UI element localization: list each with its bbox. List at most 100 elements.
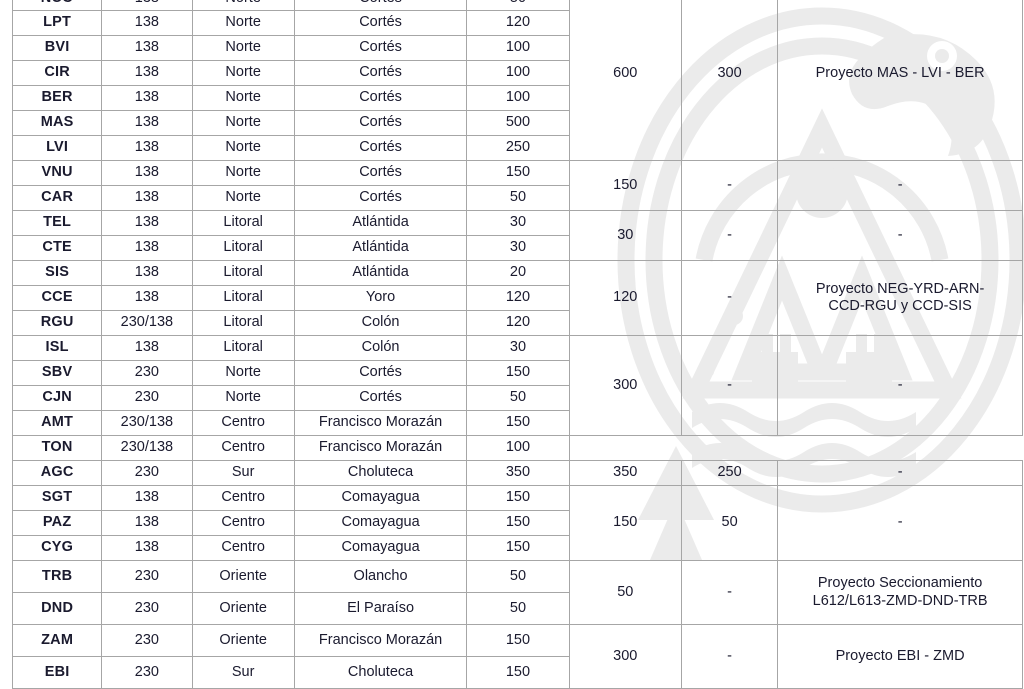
cell-group-total: 600 <box>568 0 682 161</box>
cell-department: Cortés <box>293 385 468 411</box>
cell-value: 50 <box>466 0 570 11</box>
cell-value: 50 <box>466 385 570 411</box>
cell-value: 120 <box>466 10 570 36</box>
cell-group-extra: - <box>680 260 779 336</box>
cell-code: CIR <box>11 60 103 86</box>
cell-voltage: 230 <box>101 460 193 486</box>
cell-voltage: 138 <box>101 335 193 361</box>
project-line-2: CCD-RGU y CCD-SIS <box>828 298 972 314</box>
cell-region: Centro <box>191 510 295 536</box>
table-row[interactable]: NCO 138 Norte Cortés 50 600 300 Proyecto… <box>11 0 1023 161</box>
cell-voltage: 230 <box>101 656 193 689</box>
cell-department: Atlántida <box>293 210 468 236</box>
table-row[interactable]: VNU 138 Norte Cortés 150 150 - - <box>11 160 1023 211</box>
cell-voltage: 138 <box>101 235 193 261</box>
cell-value: 150 <box>466 535 570 561</box>
cell-value: 150 <box>466 360 570 386</box>
cell-department: Colón <box>293 335 468 361</box>
table-row[interactable]: ISL 138 Litoral Colón 30 300 - - <box>11 335 1023 436</box>
cell-region: Norte <box>191 60 295 86</box>
cell-voltage: 230 <box>101 385 193 411</box>
cell-group-extra: - <box>680 335 779 436</box>
cell-department: Cortés <box>293 110 468 136</box>
table-row[interactable]: SGT 138 Centro Comayagua 150 150 50 - <box>11 485 1023 561</box>
cell-department: El Paraíso <box>293 592 468 625</box>
table-row[interactable]: AMT 230/138 Centro Francisco Morazán 150 <box>11 410 1023 436</box>
table-row[interactable]: TEL 138 Litoral Atlántida 30 30 - - <box>11 210 1023 261</box>
cell-region: Norte <box>191 110 295 136</box>
cell-department: Atlántida <box>293 235 468 261</box>
table-row[interactable]: TON 230/138 Centro Francisco Morazán 100 <box>11 435 1023 461</box>
cell-group-extra: 300 <box>680 0 779 161</box>
cell-department: Cortés <box>293 160 468 186</box>
cell-code: ZAM <box>11 624 103 657</box>
cell-group-extra: - <box>680 624 779 689</box>
table-row[interactable]: AGC 230 Sur Choluteca 350 350 250 - <box>11 460 1023 486</box>
cell-code: CJN <box>11 385 103 411</box>
cell-code: TON <box>11 435 103 461</box>
cell-code: TRB <box>11 560 103 593</box>
cell-department: Comayagua <box>293 535 468 561</box>
cell-value: 120 <box>466 310 570 336</box>
cell-code: BER <box>11 85 103 111</box>
cell-code: PAZ <box>11 510 103 536</box>
cell-code: CAR <box>11 185 103 211</box>
cell-region: Litoral <box>191 210 295 236</box>
cell-code: DND <box>11 592 103 625</box>
cell-region: Oriente <box>191 592 295 625</box>
spreadsheet-table-region: NCO 138 Norte Cortés 50 600 300 Proyecto… <box>11 0 1023 689</box>
cell-region: Centro <box>191 435 295 461</box>
cell-region: Litoral <box>191 310 295 336</box>
cell-code: CCE <box>11 285 103 311</box>
table-row[interactable]: MAS 138 Norte Cortés 500 <box>11 110 1023 136</box>
cell-region: Sur <box>191 460 295 486</box>
cell-region: Centro <box>191 485 295 511</box>
cell-voltage: 138 <box>101 60 193 86</box>
cell-code: AGC <box>11 460 103 486</box>
table-row[interactable]: TRB 230 Oriente Olancho 50 50 - Proyecto… <box>11 560 1023 625</box>
cell-region: Centro <box>191 410 295 436</box>
table-row[interactable]: LVI 138 Norte Cortés 250 <box>11 135 1023 161</box>
cell-voltage: 138 <box>101 160 193 186</box>
cell-region: Norte <box>191 85 295 111</box>
cell-department: Atlántida <box>293 260 468 286</box>
cell-group-total: 120 <box>568 260 682 336</box>
cell-region: Norte <box>191 385 295 411</box>
table-body: NCO 138 Norte Cortés 50 600 300 Proyecto… <box>11 0 1023 689</box>
cell-voltage: 138 <box>101 85 193 111</box>
cell-code: EBI <box>11 656 103 689</box>
cell-department: Cortés <box>293 85 468 111</box>
table-row[interactable]: ZAM 230 Oriente Francisco Morazán 150 30… <box>11 624 1023 689</box>
cell-project: - <box>777 160 1023 211</box>
cell-voltage: 230 <box>101 360 193 386</box>
cell-value: 150 <box>466 485 570 511</box>
cell-project: - <box>777 335 1023 436</box>
cell-department: Colón <box>293 310 468 336</box>
cell-value: 50 <box>466 185 570 211</box>
cell-value: 50 <box>466 560 570 593</box>
cell-voltage: 138 <box>101 285 193 311</box>
cell-group-total: 30 <box>568 210 682 261</box>
cell-group-total: 50 <box>568 560 682 625</box>
table-row[interactable]: DND 230 Oriente El Paraíso 50 <box>11 592 1023 625</box>
cell-code: CTE <box>11 235 103 261</box>
cell-voltage: 138 <box>101 510 193 536</box>
table-row[interactable]: SIS 138 Litoral Atlántida 20 120 - Proye… <box>11 260 1023 336</box>
cell-department: Francisco Morazán <box>293 435 468 461</box>
cell-code: TEL <box>11 210 103 236</box>
cell-group-extra: 50 <box>680 485 779 561</box>
cell-voltage: 138 <box>101 260 193 286</box>
cell-department: Choluteca <box>293 656 468 689</box>
cell-region: Oriente <box>191 624 295 657</box>
cell-code: NCO <box>11 0 103 11</box>
cell-voltage: 138 <box>101 35 193 61</box>
cell-department: Cortés <box>293 185 468 211</box>
cell-group-extra: - <box>680 210 779 261</box>
table-row[interactable]: BER 138 Norte Cortés 100 <box>11 85 1023 111</box>
cell-code: CYG <box>11 535 103 561</box>
table-row[interactable]: CJN 230 Norte Cortés 50 <box>11 385 1023 411</box>
table-row[interactable]: CTE 138 Litoral Atlántida 30 <box>11 235 1023 261</box>
table-row[interactable]: CYG 138 Centro Comayagua 150 <box>11 535 1023 561</box>
cell-voltage: 138 <box>101 485 193 511</box>
cell-value: 350 <box>466 460 570 486</box>
